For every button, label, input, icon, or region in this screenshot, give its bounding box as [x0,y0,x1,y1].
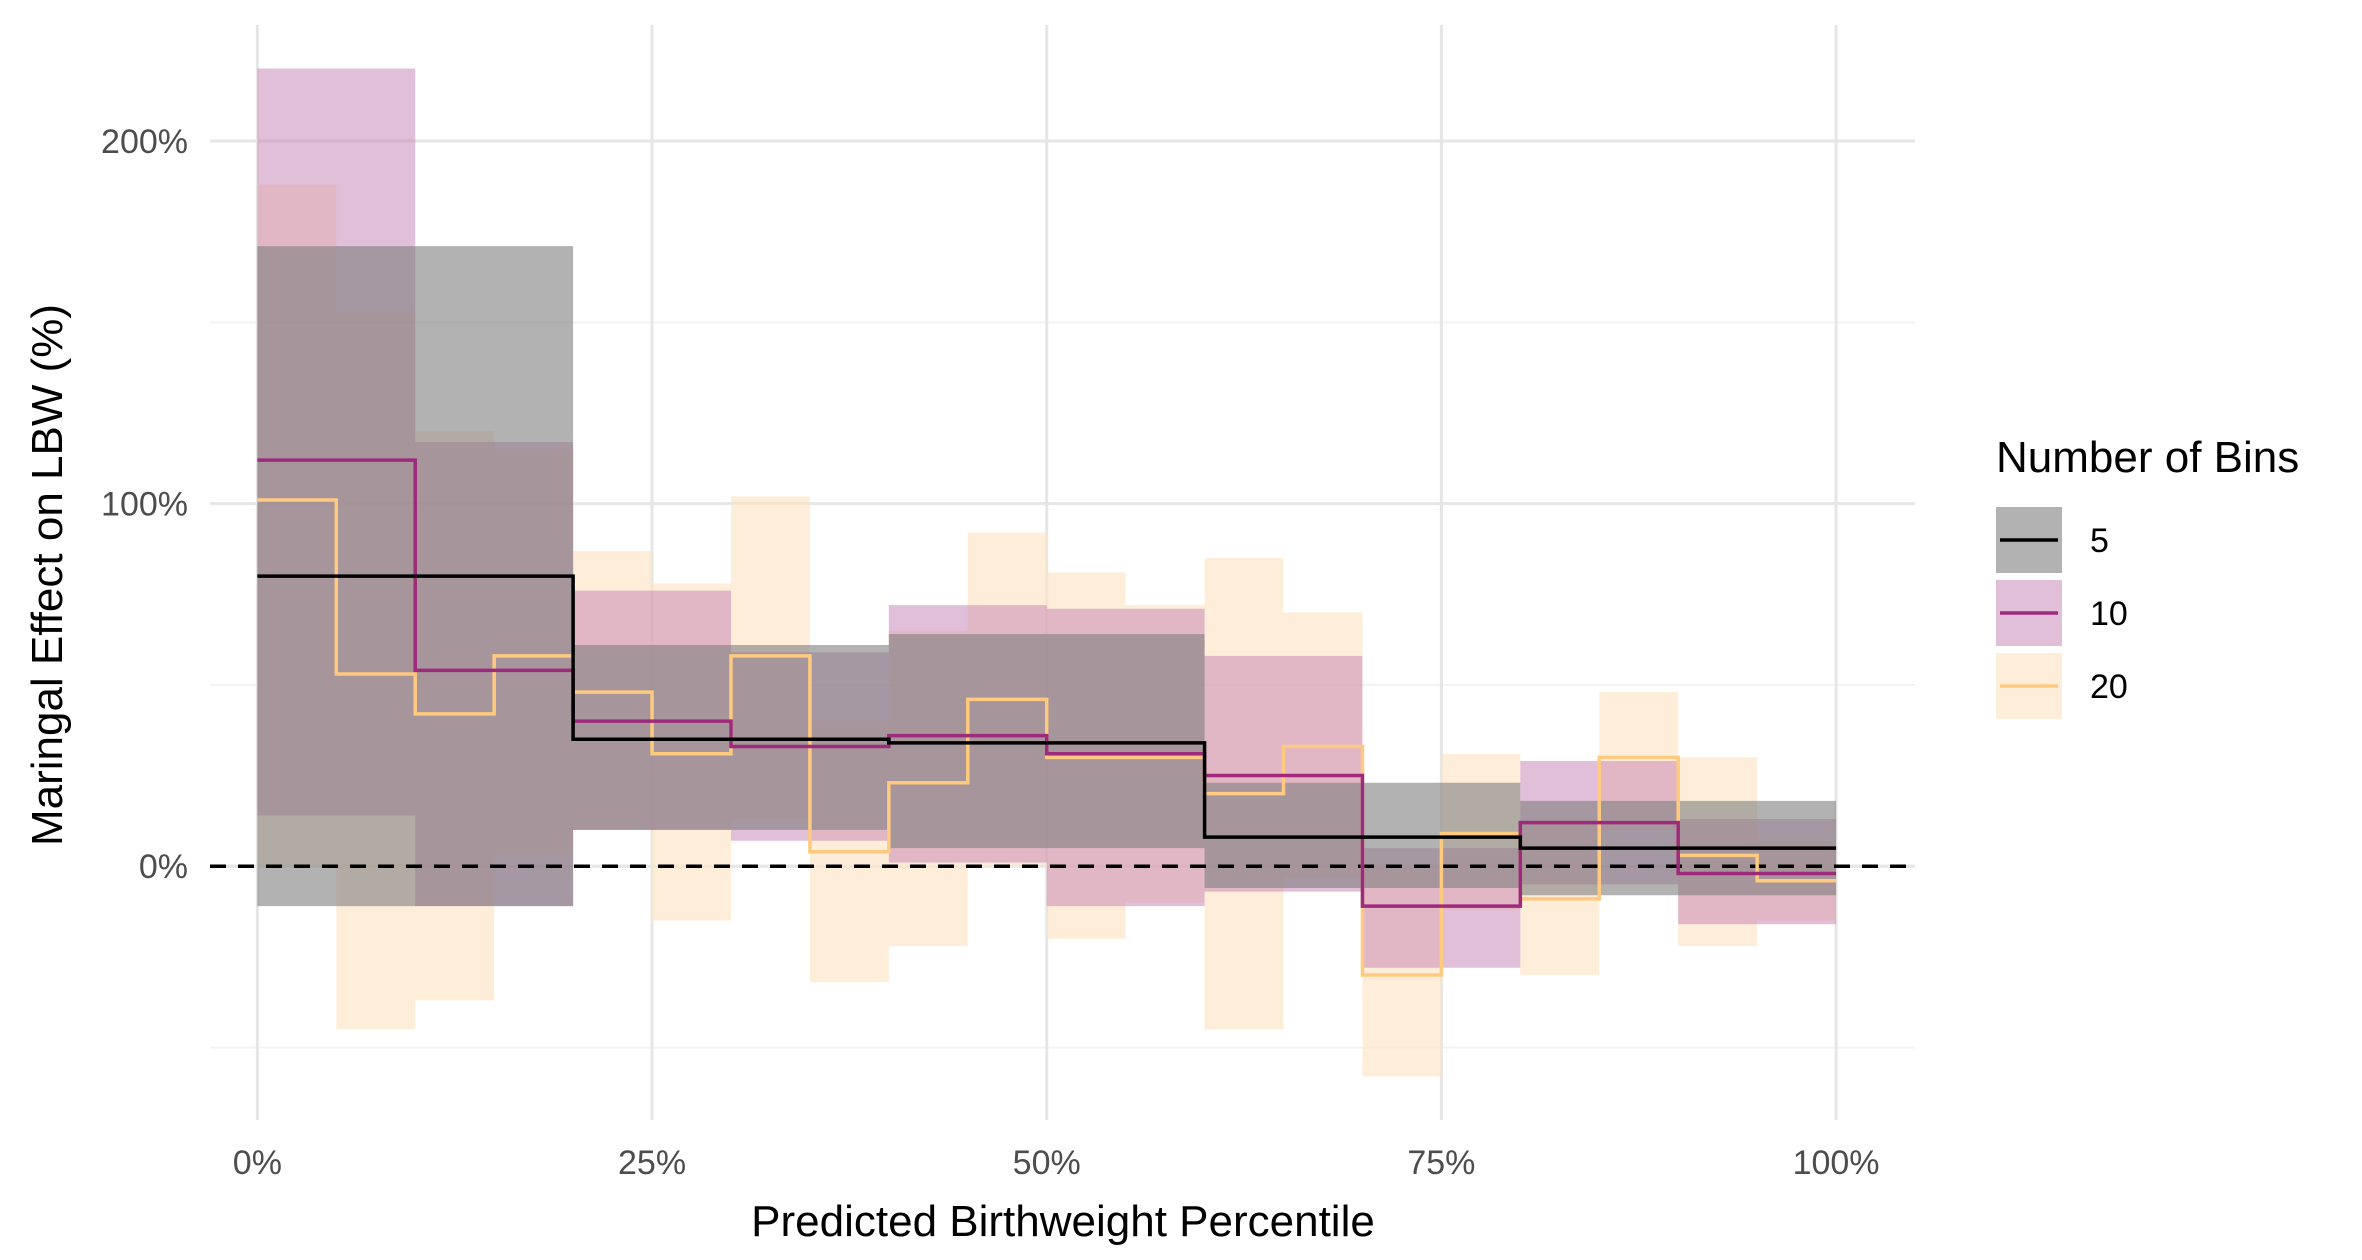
x-tick-label: 0% [233,1144,282,1182]
legend-item-20: 20 [1996,653,2128,719]
line-5-bins [257,574,1837,850]
legend-item-10: 10 [1996,580,2128,646]
y-tick-label: 0% [139,848,188,886]
x-tick-label: 100% [1793,1144,1880,1182]
x-tick-label: 25% [618,1144,686,1182]
y-axis-title: Maringal Effect on LBW (%) [23,304,72,846]
series-lines [257,458,1837,977]
legend-title: Number of Bins [1996,433,2299,482]
legend-label-5: 5 [2090,522,2109,560]
legend-item-5: 5 [1996,507,2109,573]
line-20-bins [257,498,1837,977]
x-tick-label: 50% [1013,1144,1081,1182]
legend-label-10: 10 [2090,595,2128,633]
x-tick-label: 75% [1407,1144,1475,1182]
legend-label-20: 20 [2090,668,2128,706]
legend: Number of Bins 5 10 20 [1996,433,2299,719]
legend-items: 5 10 20 [1996,507,2128,719]
y-tick-label: 100% [101,486,188,524]
y-tick-label: 200% [101,123,188,161]
tick-labels: 0% 100% 200% 0% 25% 50% 75% 100% [101,123,1880,1182]
x-axis-title: Predicted Birthweight Percentile [751,1197,1375,1246]
